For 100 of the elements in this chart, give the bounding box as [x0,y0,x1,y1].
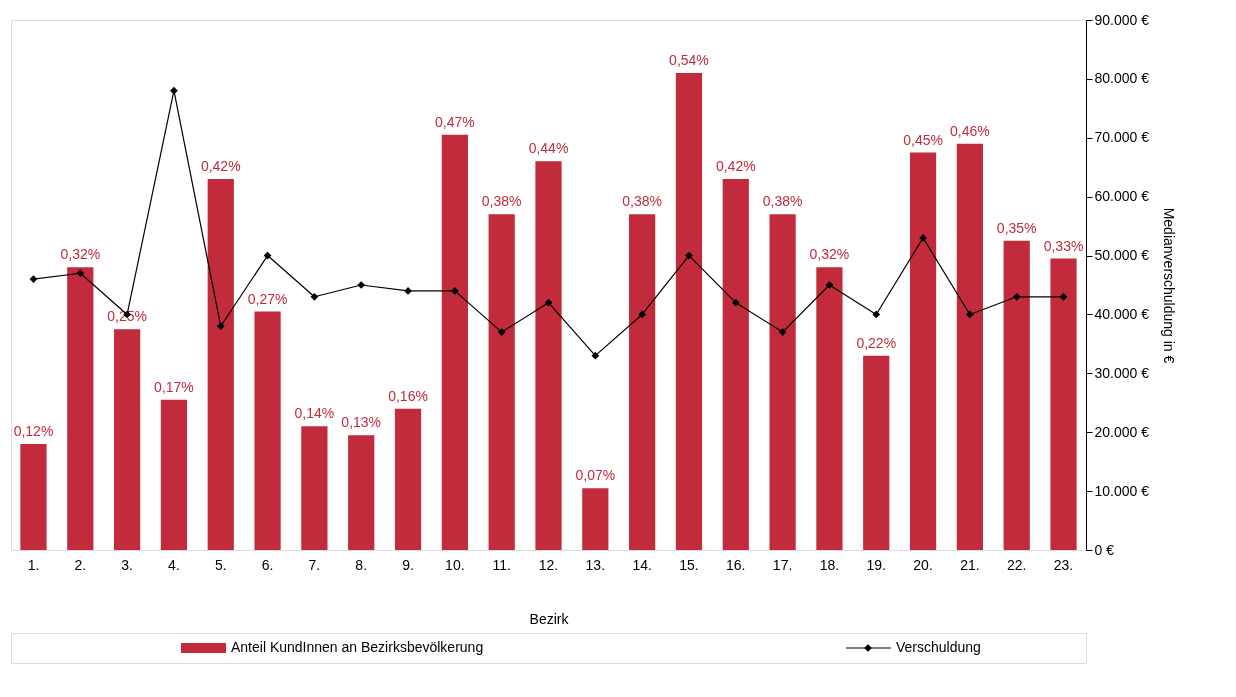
data-label: 0,44% [528,140,569,157]
data-label: 0,13% [341,414,382,431]
bar [582,488,609,550]
x-tick-label: 3. [121,556,133,573]
x-tick-label: 5. [214,556,227,573]
x-tick-label: 9. [402,556,414,573]
point [966,310,974,319]
bar [301,426,328,550]
bar [535,161,562,550]
x-tick-label: 21. [960,556,980,573]
x-tick-label: 20. [913,556,933,573]
bar [348,435,375,550]
x-tick-label: 7. [308,556,321,573]
x-tick-label: 18. [819,556,840,573]
data-label: 0,46% [950,122,990,139]
point [825,281,834,289]
x-tick-label: 2. [74,556,87,573]
data-label: 0,42% [715,158,756,174]
x-tick-label: 14. [632,556,652,573]
data-label: 0,32% [809,246,850,263]
y2-tick-label: 90.000 € [1094,11,1150,28]
y2-tick-label: 50.000 € [1094,247,1150,264]
legend-label: Anteil KundInnen an Bezirksbevölkerung [231,639,484,655]
bar [488,214,515,550]
x-tick-label: 6. [261,556,274,573]
bar [441,134,468,550]
data-label: 0,38% [622,193,662,210]
bar [769,214,796,550]
legend-label: Verschuldung [896,639,981,655]
x-tick-label: 8. [355,556,368,573]
point [310,292,319,301]
point [216,322,225,331]
x-axis-title: Bezirk [529,610,570,627]
data-label: 0,45% [903,131,943,148]
data-label: 0,47% [435,113,475,130]
x-tick-label: 19. [866,556,886,573]
bar [816,267,843,550]
x-tick-label: 23. [1053,556,1074,573]
x-tick-label: 10. [445,556,465,573]
point [357,281,366,289]
bar [114,329,141,550]
data-label: 0,54% [669,52,709,68]
point [544,298,553,307]
point [872,310,881,319]
y2-tick-label: 30.000 € [1094,364,1150,381]
point [638,310,647,319]
y2-tick-label: 60.000 € [1094,188,1150,205]
bar [629,214,656,550]
point [29,275,38,283]
bar [1050,258,1077,550]
data-label: 0,38% [762,193,803,210]
bar [207,179,234,550]
point [1012,292,1021,301]
data-label: 0,27% [247,290,288,307]
x-tick-label: 11. [492,556,511,573]
point [591,351,600,360]
y2-tick-label: 70.000 € [1094,129,1150,146]
data-label: 0,14% [294,405,335,422]
data-label: 0,35% [996,219,1037,236]
data-label: 0,33% [1043,237,1084,254]
x-tick-label: 13. [585,556,606,573]
data-label: 0,07% [575,467,616,484]
x-tick-label: 1. [27,556,40,573]
data-label: 0,16% [388,387,428,404]
point [450,287,459,295]
data-label: 0,32% [60,246,101,263]
bar [20,444,47,550]
x-tick-label: 16. [726,556,746,573]
point [170,86,178,95]
point [731,298,740,307]
data-label: 0,12% [13,423,54,439]
x-tick-label: 22. [1006,556,1027,573]
point [497,328,506,336]
bar [909,152,937,550]
x-tick-label: 17. [772,556,793,573]
y2-tick-label: 0 € [1094,541,1115,558]
bar [722,179,749,550]
bar [394,408,422,550]
y2-tick-label: 40.000 € [1094,305,1150,322]
x-tick-label: 12. [538,556,559,573]
y2-tick-label: 20.000 € [1094,423,1150,440]
point [778,328,787,336]
point [76,269,85,278]
y2-tick-label: 80.000 € [1094,70,1150,87]
x-tick-label: 15. [679,556,699,573]
point [685,251,693,260]
y2-tick-label: 10.000 € [1094,482,1150,499]
bar [956,143,983,550]
bar [863,355,890,550]
bar [675,73,703,550]
bar [160,399,188,550]
point [919,234,927,242]
y2-axis-title: Medianverschuldung in € [1161,207,1177,364]
bar [254,311,281,550]
bar [1003,240,1030,550]
x-tick-label: 4. [168,556,180,573]
bar [67,267,94,550]
point [404,287,412,295]
data-label: 0,17% [154,378,194,395]
data-label: 0,22% [856,334,897,351]
